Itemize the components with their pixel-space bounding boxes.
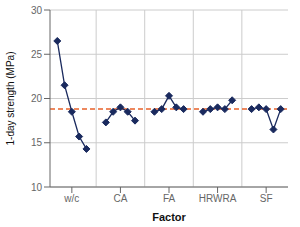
svg-text:10: 10	[31, 182, 43, 193]
svg-text:1-day strength (MPa): 1-day strength (MPa)	[8, 52, 16, 146]
svg-text:25: 25	[31, 49, 43, 60]
svg-text:SF: SF	[260, 193, 273, 204]
svg-text:15: 15	[31, 137, 43, 148]
svg-text:w/c: w/c	[63, 193, 79, 204]
svg-text:20: 20	[31, 93, 43, 104]
svg-text:CA: CA	[113, 193, 127, 204]
svg-text:30: 30	[31, 5, 43, 16]
svg-text:FA: FA	[163, 193, 176, 204]
svg-text:HRWRA: HRWRA	[199, 193, 237, 204]
svg-text:Factor: Factor	[152, 211, 186, 223]
